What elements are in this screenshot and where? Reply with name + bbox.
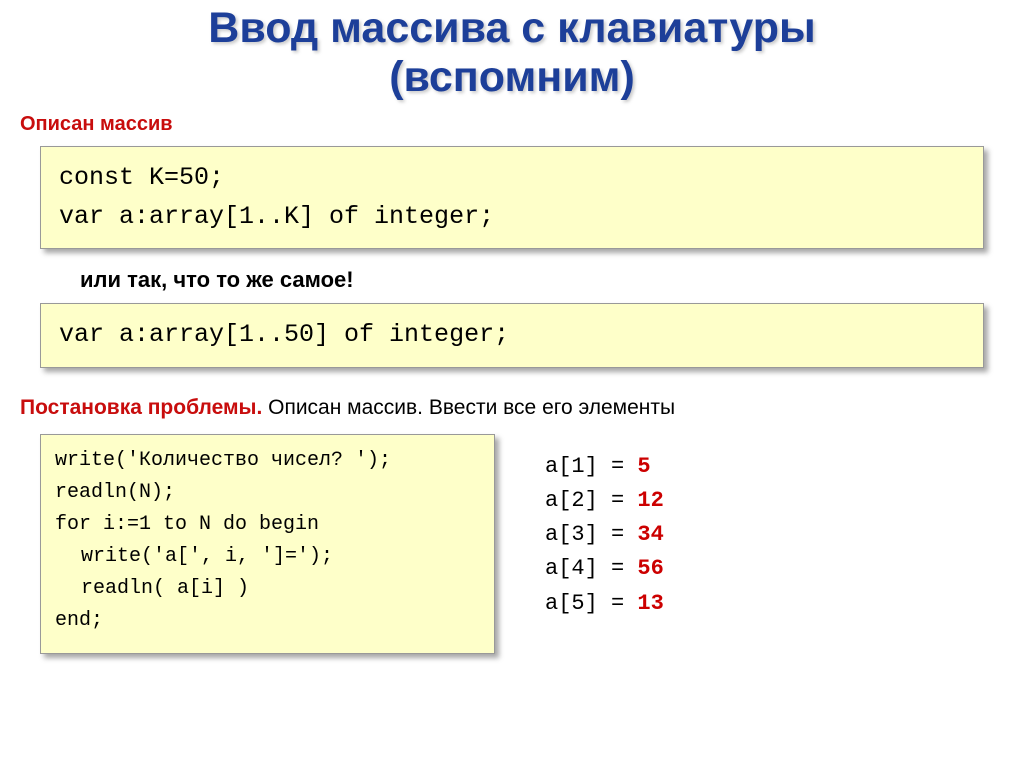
code-line: end; xyxy=(55,605,480,637)
title-line-1: Ввод массива с клавиатуры xyxy=(208,4,815,52)
output-label: a[2] = xyxy=(545,488,637,513)
code-line: readln(N); xyxy=(55,477,480,509)
code-line: readln( a[i] ) xyxy=(55,573,480,605)
output-label: a[3] = xyxy=(545,522,637,547)
output-row: a[5] = 13 xyxy=(545,587,664,621)
output-value: 56 xyxy=(637,556,663,581)
problem-statement: Постановка проблемы. Описан массив. Ввес… xyxy=(20,396,1024,420)
output-value: 13 xyxy=(637,591,663,616)
code-line: write('a[', i, ']='); xyxy=(55,541,480,573)
code-line: const K=50; xyxy=(59,159,965,198)
code-box-input-loop: write('Количество чисел? '); readln(N); … xyxy=(40,434,495,654)
bottom-row: write('Количество чисел? '); readln(N); … xyxy=(0,424,1024,654)
problem-text: Описан массив. Ввести все его элементы xyxy=(268,396,675,419)
output-row: a[1] = 5 xyxy=(545,450,664,484)
output-value: 12 xyxy=(637,488,663,513)
output-row: a[4] = 56 xyxy=(545,552,664,586)
output-label: a[1] = xyxy=(545,454,637,479)
title-line-2: (вспомним) xyxy=(389,53,635,101)
note-or-same: или так, что то же самое! xyxy=(80,267,1024,293)
code-line: var a:array[1..50] of integer; xyxy=(59,316,965,355)
problem-label: Постановка проблемы. xyxy=(20,396,268,419)
code-line: write('Количество чисел? '); xyxy=(55,445,480,477)
slide-title: Ввод массива с клавиатуры (вспомним) xyxy=(0,0,1024,103)
code-line: var a:array[1..K] of integer; xyxy=(59,198,965,237)
output-row: a[3] = 34 xyxy=(545,518,664,552)
output-label: a[5] = xyxy=(545,591,637,616)
output-value: 34 xyxy=(637,522,663,547)
output-row: a[2] = 12 xyxy=(545,484,664,518)
code-box-declaration-2: var a:array[1..50] of integer; xyxy=(40,303,984,368)
output-value: 5 xyxy=(637,454,650,479)
code-line: for i:=1 to N do begin xyxy=(55,509,480,541)
label-described-array: Описан массив xyxy=(20,113,1024,136)
output-label: a[4] = xyxy=(545,556,637,581)
code-box-declaration-1: const K=50; var a:array[1..K] of integer… xyxy=(40,146,984,250)
sample-output: a[1] = 5 a[2] = 12 a[3] = 34 a[4] = 56 a… xyxy=(545,450,664,620)
